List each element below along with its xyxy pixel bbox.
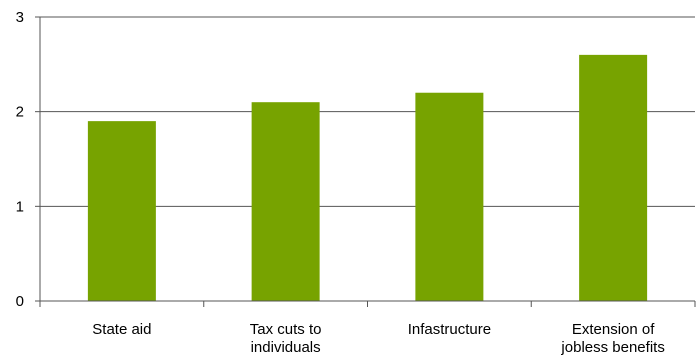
bar-3: [415, 92, 484, 301]
x-category-label-1: State aid: [92, 321, 151, 338]
y-tick-label-3: 3: [16, 9, 24, 26]
x-category-label-3: Infastructure: [408, 321, 491, 338]
bar-1: [87, 121, 156, 301]
axes: [39, 17, 696, 307]
y-tick-label-1: 1: [16, 198, 24, 215]
x-category-label-2: Tax cuts to individuals: [250, 321, 322, 356]
y-axis-ticks: 0 1 2 3: [16, 9, 40, 310]
x-category-label-4: Extension of jobless benefits: [560, 321, 664, 356]
y-tick-label-2: 2: [16, 104, 24, 121]
x-category-label-line: individuals: [251, 339, 321, 356]
x-category-label-line: Infastructure: [408, 321, 491, 338]
x-category-label-line: Extension of: [572, 321, 655, 338]
bars: [87, 54, 648, 301]
y-tick-label-0: 0: [16, 293, 24, 310]
x-category-label-line: Tax cuts to: [250, 321, 322, 338]
x-axis-labels: State aid Tax cuts to individuals Infastruc…: [92, 321, 665, 356]
x-category-label-line: State aid: [92, 321, 151, 338]
bar-4: [579, 54, 648, 301]
x-category-label-line: jobless benefits: [560, 339, 664, 356]
bar-2: [251, 102, 320, 301]
